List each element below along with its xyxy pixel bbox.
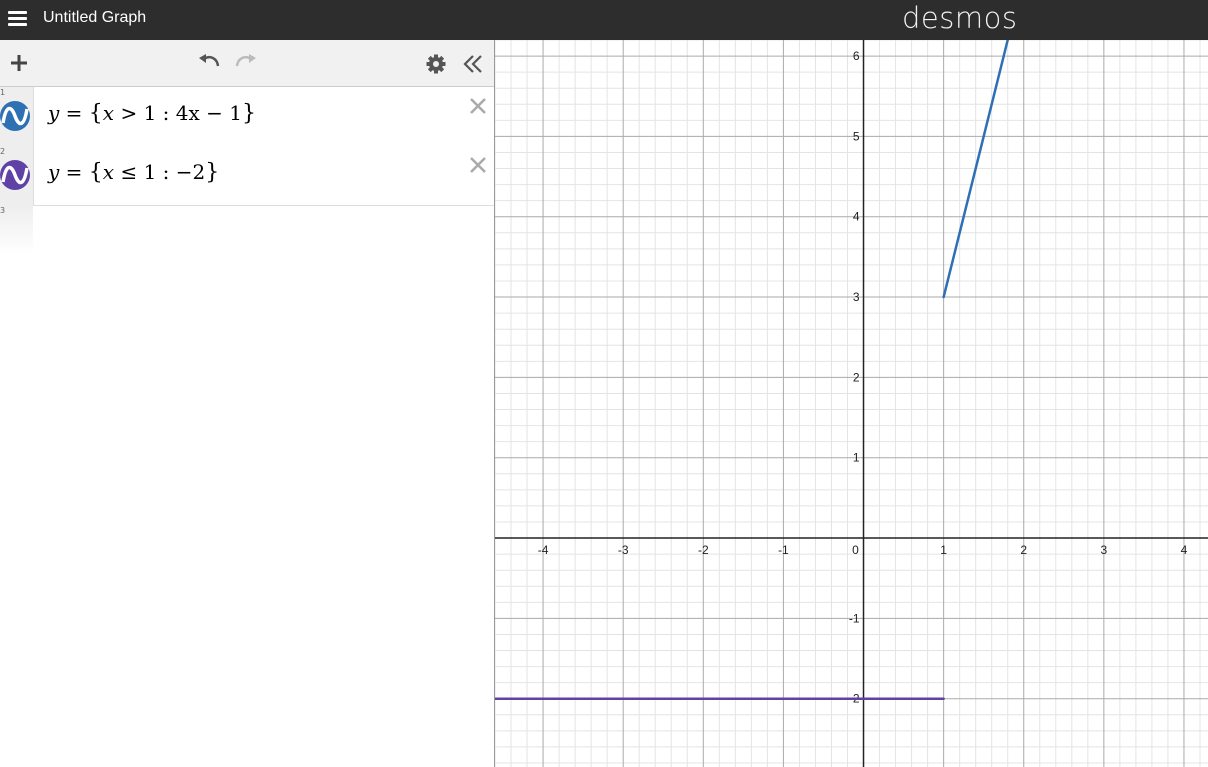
plus-icon [11, 55, 27, 71]
redo-icon [235, 54, 256, 67]
expression-row[interactable]: 2 y = {x ≤ 1 : −2} [0, 146, 494, 206]
gear-icon [426, 54, 446, 74]
add-item-button[interactable] [9, 53, 29, 73]
x-tick-label: 3 [1101, 543, 1108, 557]
graph-color-icon[interactable] [0, 101, 30, 131]
y-tick-label: 5 [853, 129, 860, 143]
x-tick-label: 0 [852, 543, 859, 557]
expression-formula[interactable]: y = {x > 1 : 4x − 1} [48, 101, 256, 126]
graph-title[interactable]: Untitled Graph [43, 9, 147, 26]
delete-expression-button[interactable] [467, 154, 489, 176]
x-tick-label: 2 [1020, 543, 1027, 557]
double-chevron-left-icon [463, 55, 482, 73]
close-icon [470, 157, 486, 173]
x-tick-label: 1 [940, 543, 947, 557]
expression-gutter: 2 [0, 146, 34, 205]
expression-index: 2 [0, 147, 6, 156]
expression-formula[interactable]: y = {x ≤ 1 : −2} [48, 160, 220, 185]
x-tick-label: -3 [618, 543, 629, 557]
collapse-panel-button[interactable] [462, 53, 484, 75]
y-tick-label: -1 [849, 611, 860, 625]
graph-paper[interactable]: -4 -3 -2 -1 0 1 2 3 4 6 5 4 3 2 1 -1 -2 [495, 40, 1208, 767]
x-tick-label: -2 [698, 543, 709, 557]
close-icon [470, 98, 486, 114]
expression-toolbar [0, 40, 494, 87]
graph-curve-1 [942, 40, 1009, 299]
expression-gutter: 1 [0, 87, 34, 146]
graph-color-icon[interactable] [0, 160, 30, 190]
settings-button[interactable] [425, 53, 447, 75]
delete-expression-button[interactable] [467, 95, 489, 117]
new-expression-row[interactable]: 3 [0, 205, 33, 255]
redo-button[interactable] [234, 52, 258, 74]
x-tick-label: -1 [778, 543, 789, 557]
expression-index: 1 [0, 88, 6, 97]
y-tick-label: 1 [853, 451, 860, 465]
x-tick-label: -4 [538, 543, 549, 557]
y-tick-label: 2 [853, 370, 860, 384]
expression-row[interactable]: 1 y = {x > 1 : 4x − 1} [0, 87, 494, 147]
brand-logo: desmos [902, 1, 1018, 35]
top-bar: Untitled Graph desmos [0, 0, 1208, 40]
undo-icon [199, 54, 220, 67]
expression-panel: 1 y = {x > 1 : 4x − 1} 2 y = {x ≤ 1 : −2… [0, 40, 495, 767]
y-tick-label: 3 [853, 290, 860, 304]
x-tick-label: 4 [1181, 543, 1188, 557]
y-tick-label: 6 [853, 49, 860, 63]
undo-button[interactable] [197, 52, 221, 74]
y-tick-label: 4 [853, 210, 860, 224]
menu-icon[interactable] [8, 9, 28, 29]
expression-index: 3 [0, 206, 6, 215]
